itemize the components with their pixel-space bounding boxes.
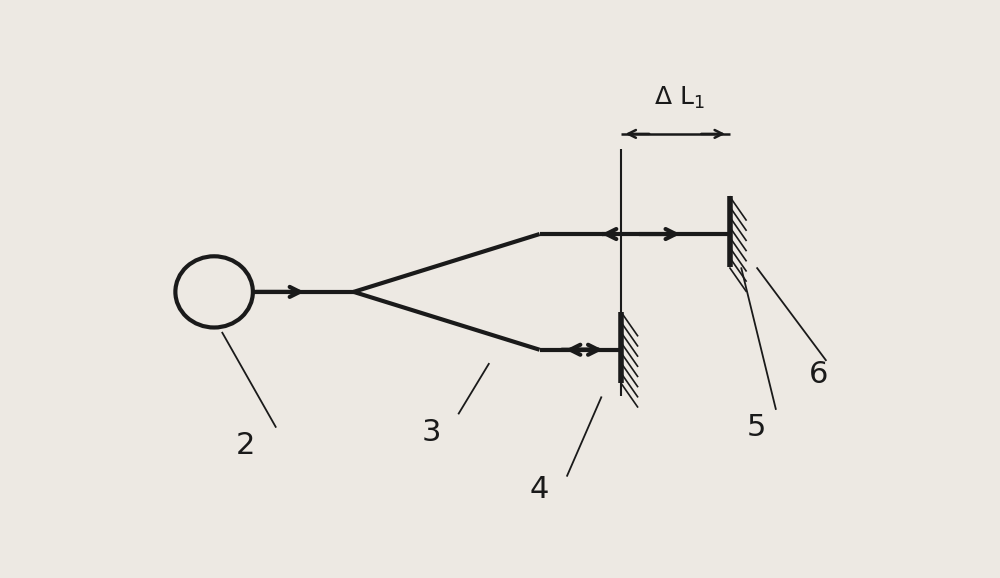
Text: 2: 2 (235, 431, 255, 460)
Text: 5: 5 (747, 413, 766, 442)
Text: 4: 4 (530, 476, 549, 505)
Text: $\Delta$ L$_1$: $\Delta$ L$_1$ (654, 85, 704, 112)
Text: 3: 3 (421, 417, 441, 447)
Text: 6: 6 (809, 360, 828, 389)
